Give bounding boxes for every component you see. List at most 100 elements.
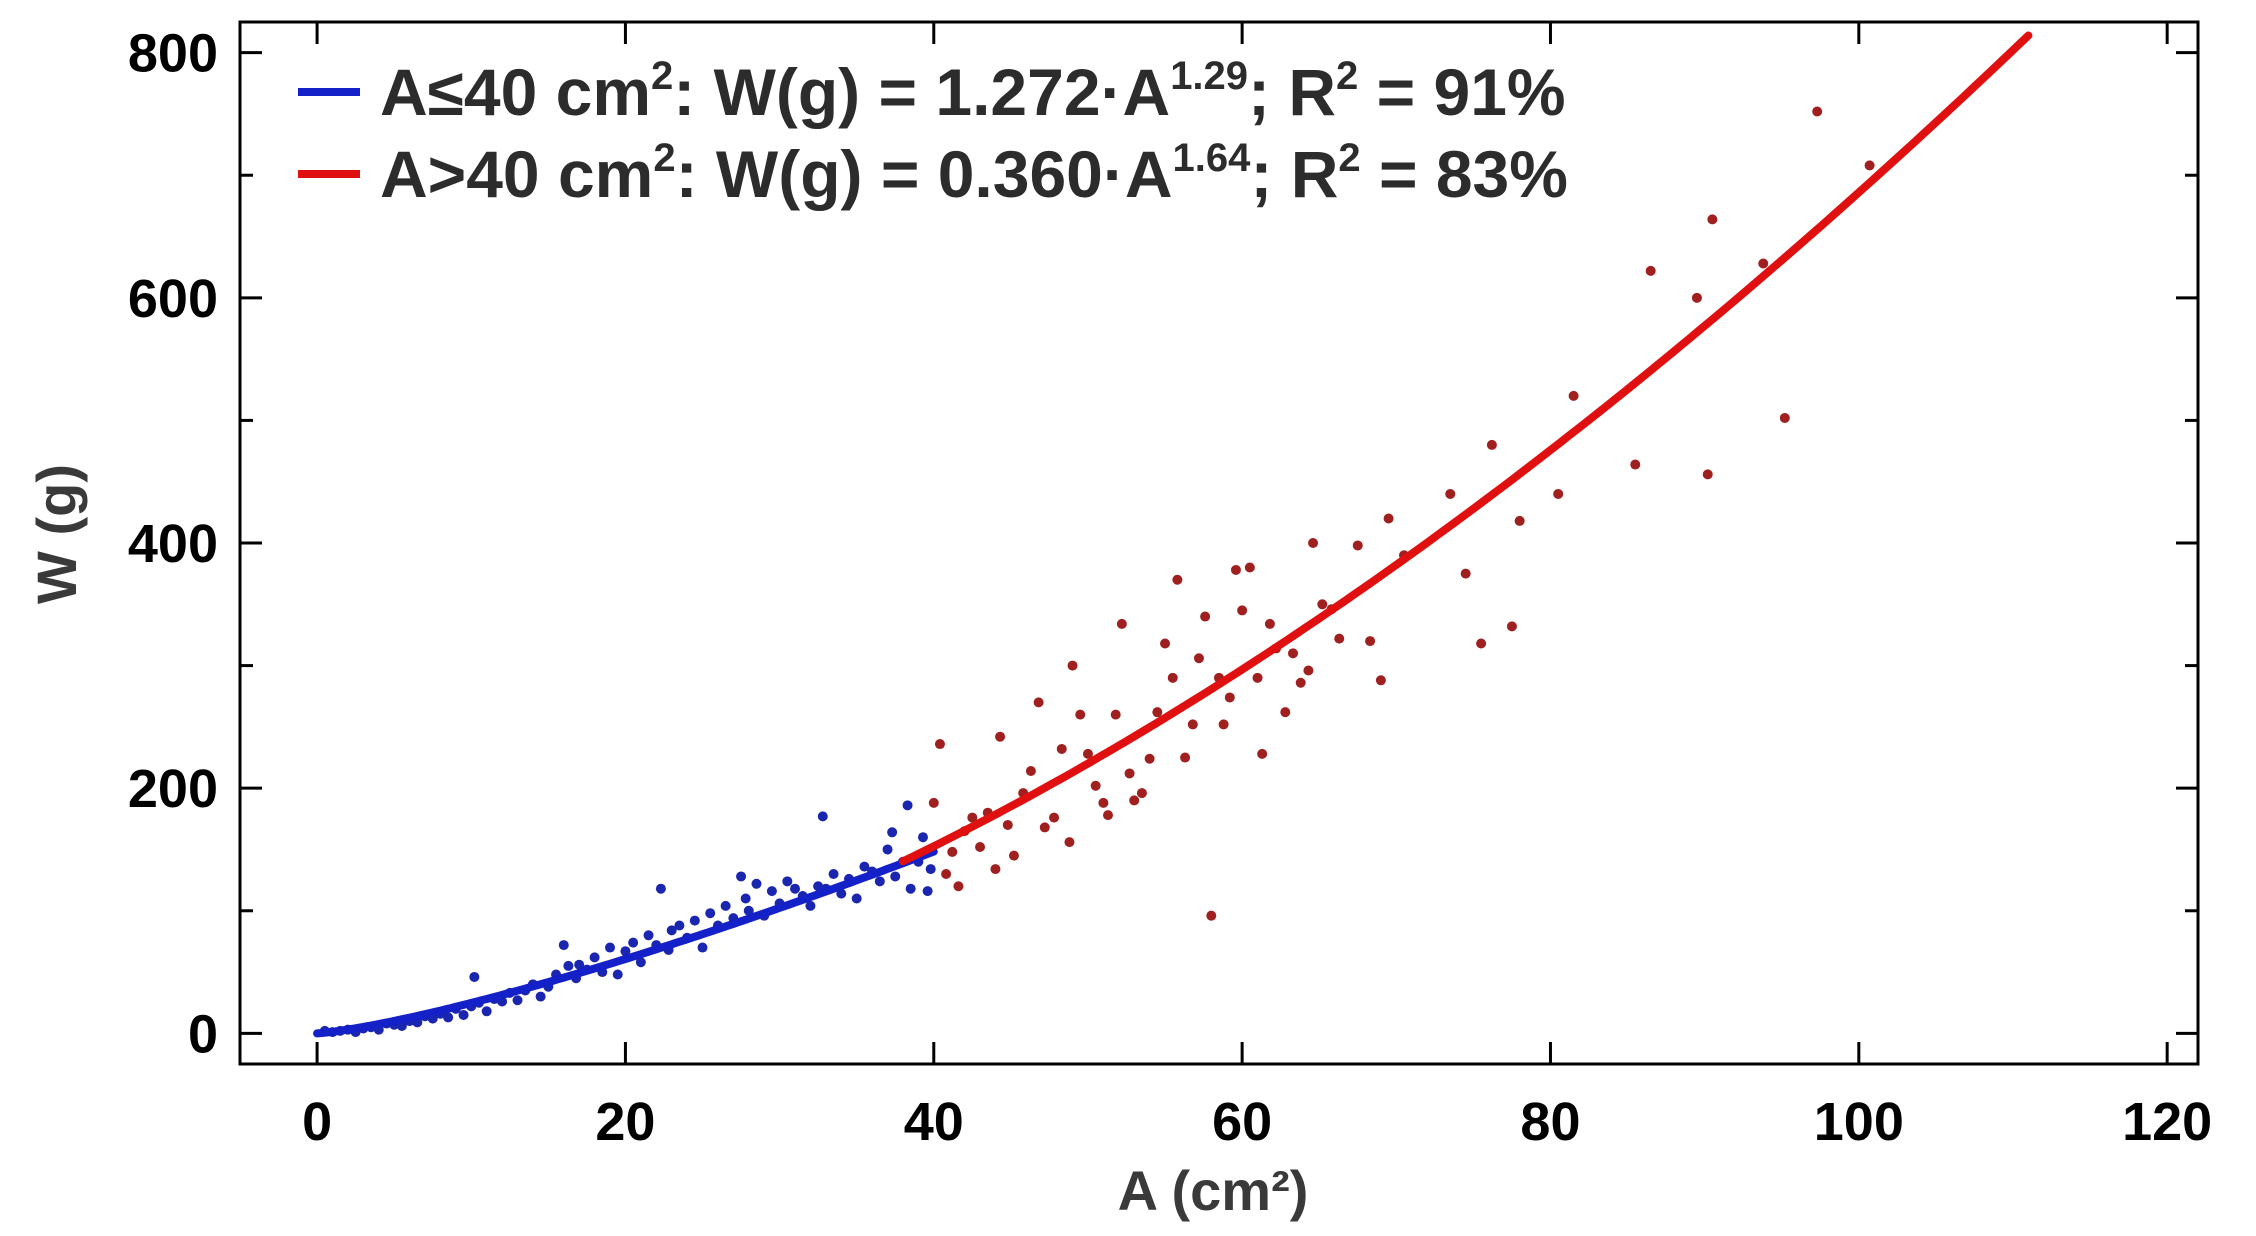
data-point-series-2 (1691, 292, 1702, 303)
data-point-series-1 (743, 905, 754, 916)
data-point-series-2 (1075, 709, 1086, 720)
data-point-series-2 (1064, 837, 1075, 848)
data-point-series-1 (469, 971, 480, 982)
data-point-series-2 (1280, 707, 1291, 718)
data-point-series-1 (589, 952, 600, 963)
data-point-series-1 (859, 861, 870, 872)
x-axis-title: A (cm²) (1118, 1159, 1309, 1222)
data-point-series-1 (574, 959, 585, 970)
data-point-series-2 (1295, 677, 1306, 688)
data-point-series-2 (1090, 780, 1101, 791)
data-point-series-1 (828, 868, 839, 879)
data-point-series-1 (558, 940, 569, 951)
x-tick-label: 40 (904, 1092, 964, 1152)
data-point-series-1 (902, 800, 913, 811)
data-point-series-2 (1193, 653, 1204, 664)
data-point-series-1 (805, 900, 816, 911)
data-point-series-2 (1506, 621, 1517, 632)
data-point-series-2 (1167, 672, 1178, 683)
data-point-series-2 (1218, 719, 1229, 730)
data-point-series-2 (1303, 665, 1314, 676)
data-point-series-1 (458, 1009, 469, 1020)
scatter-points (319, 106, 1875, 1038)
data-point-series-2 (1244, 562, 1255, 573)
data-point-series-2 (990, 864, 1001, 875)
data-point-series-2 (1553, 488, 1564, 499)
data-point-series-1 (836, 888, 847, 899)
data-point-series-2 (1812, 106, 1823, 117)
data-point-series-1 (605, 942, 616, 953)
data-point-series-2 (1033, 697, 1044, 708)
data-point-series-1 (535, 991, 546, 1002)
data-point-series-2 (1039, 822, 1050, 833)
data-point-series-2 (934, 739, 945, 750)
data-point-series-2 (1067, 660, 1078, 671)
data-point-series-2 (1288, 648, 1299, 659)
data-point-series-2 (1008, 850, 1019, 861)
data-point-series-1 (655, 883, 666, 894)
data-point-series-1 (766, 886, 777, 897)
data-point-series-1 (628, 937, 639, 948)
y-tick-label: 0 (188, 1004, 218, 1064)
legend: A≤40 cm2: W(g) = 1.272·A1.29; R2 = 91% A… (298, 54, 1568, 211)
data-point-series-2 (1568, 390, 1579, 401)
data-point-series-1 (917, 832, 928, 843)
data-point-series-2 (1317, 599, 1328, 610)
data-point-series-1 (813, 881, 824, 892)
data-point-series-1 (751, 878, 762, 889)
x-tick-label: 20 (595, 1092, 655, 1152)
y-tick-label: 400 (128, 514, 218, 574)
data-point-series-2 (1476, 638, 1487, 649)
data-point-series-1 (851, 893, 862, 904)
data-point-series-2 (1779, 412, 1790, 423)
data-point-series-1 (887, 827, 898, 838)
data-point-series-1 (697, 942, 708, 953)
plot-frame (238, 20, 2200, 1066)
data-point-series-2 (1264, 618, 1275, 629)
data-point-series-2 (1206, 910, 1217, 921)
data-point-series-2 (1230, 564, 1241, 575)
data-point-series-2 (1375, 675, 1386, 686)
y-tick-label: 600 (128, 269, 218, 329)
data-point-series-1 (643, 930, 654, 941)
x-tick-label: 100 (1814, 1092, 1904, 1152)
data-point-series-2 (1445, 488, 1456, 499)
x-tick-label: 120 (2122, 1092, 2212, 1152)
data-point-series-1 (512, 995, 523, 1006)
x-tick-label: 60 (1212, 1092, 1272, 1152)
data-point-series-2 (928, 797, 939, 808)
data-point-series-2 (1098, 797, 1109, 808)
data-point-series-1 (563, 960, 574, 971)
data-point-series-1 (890, 871, 901, 882)
data-point-series-2 (1144, 753, 1155, 764)
data-point-series-2 (1308, 538, 1319, 548)
data-point-series-2 (967, 812, 978, 823)
data-point-series-2 (1187, 719, 1198, 730)
data-point-series-2 (1224, 692, 1235, 703)
data-point-series-1 (925, 864, 936, 875)
tick-labels: 0 20 40 60 80 100 120 0 200 400 600 800 (128, 24, 2212, 1152)
fit-curve-2 (898, 31, 2033, 866)
data-point-series-1 (740, 893, 751, 904)
data-point-series-1 (790, 883, 801, 894)
data-point-series-2 (1864, 160, 1875, 171)
data-point-series-2 (1645, 265, 1656, 276)
data-point-series-2 (1124, 768, 1135, 779)
data-point-series-2 (953, 881, 964, 892)
data-point-series-1 (674, 920, 685, 931)
data-point-series-2 (1460, 568, 1471, 579)
data-point-series-2 (1514, 515, 1525, 526)
data-point-series-2 (1758, 258, 1769, 269)
data-point-series-1 (689, 915, 700, 926)
data-point-series-2 (1237, 605, 1248, 616)
data-point-series-1 (666, 925, 677, 936)
data-point-series-2 (1116, 618, 1127, 629)
data-point-series-2 (1129, 795, 1140, 806)
data-point-series-2 (1707, 214, 1718, 225)
data-point-series-1 (705, 908, 716, 919)
data-point-series-2 (1334, 633, 1345, 644)
fit-curve-1 (313, 847, 938, 1038)
fit-curves (313, 31, 2033, 1038)
data-point-series-2 (1136, 788, 1147, 799)
